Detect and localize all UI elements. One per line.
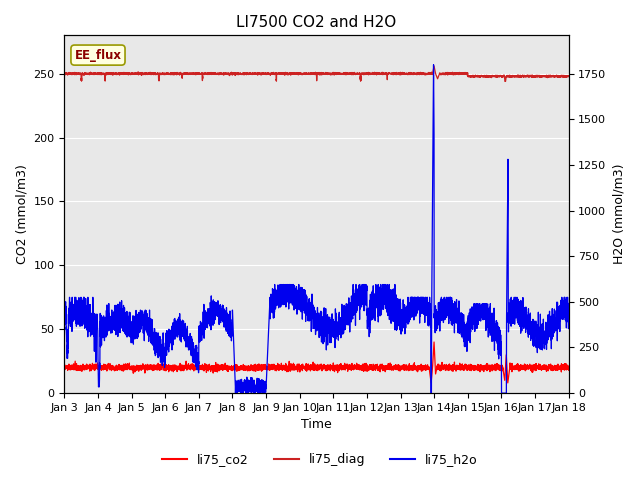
li75_h2o xyxy=(61,332,68,338)
li75_diag xyxy=(475,73,483,79)
li75_h2o xyxy=(232,390,239,396)
li75_co2 xyxy=(152,366,160,372)
li75_co2 xyxy=(253,362,261,368)
li75_co2 xyxy=(363,362,371,368)
li75_diag xyxy=(564,74,572,80)
li75_co2 xyxy=(61,363,68,369)
li75_co2 xyxy=(437,366,445,372)
Y-axis label: H2O (mmol/m3): H2O (mmol/m3) xyxy=(612,164,625,264)
Line: li75_diag: li75_diag xyxy=(65,66,568,81)
Legend: li75_co2, li75_diag, li75_h2o: li75_co2, li75_diag, li75_h2o xyxy=(157,448,483,471)
li75_h2o xyxy=(152,329,160,335)
li75_h2o xyxy=(253,375,261,381)
Title: LI7500 CO2 and H2O: LI7500 CO2 and H2O xyxy=(236,15,397,30)
li75_h2o xyxy=(363,283,371,288)
li75_h2o xyxy=(476,301,483,307)
li75_co2 xyxy=(388,364,396,370)
li75_h2o xyxy=(429,62,437,68)
Line: li75_co2: li75_co2 xyxy=(65,342,568,383)
li75_co2 xyxy=(476,367,483,373)
li75_diag xyxy=(388,71,396,76)
li75_diag xyxy=(363,70,371,76)
li75_diag xyxy=(253,71,261,76)
li75_h2o xyxy=(437,310,445,316)
li75_diag xyxy=(501,78,509,84)
li75_diag xyxy=(61,72,68,77)
li75_co2 xyxy=(564,367,572,373)
Line: li75_h2o: li75_h2o xyxy=(65,65,568,393)
li75_diag xyxy=(430,63,438,69)
Y-axis label: CO2 (mmol/m3): CO2 (mmol/m3) xyxy=(15,164,28,264)
li75_h2o xyxy=(388,309,396,315)
li75_h2o xyxy=(564,317,572,323)
li75_diag xyxy=(152,71,160,77)
li75_diag xyxy=(437,71,445,77)
li75_co2 xyxy=(427,380,435,386)
Text: EE_flux: EE_flux xyxy=(74,48,122,61)
li75_co2 xyxy=(430,339,438,345)
X-axis label: Time: Time xyxy=(301,419,332,432)
